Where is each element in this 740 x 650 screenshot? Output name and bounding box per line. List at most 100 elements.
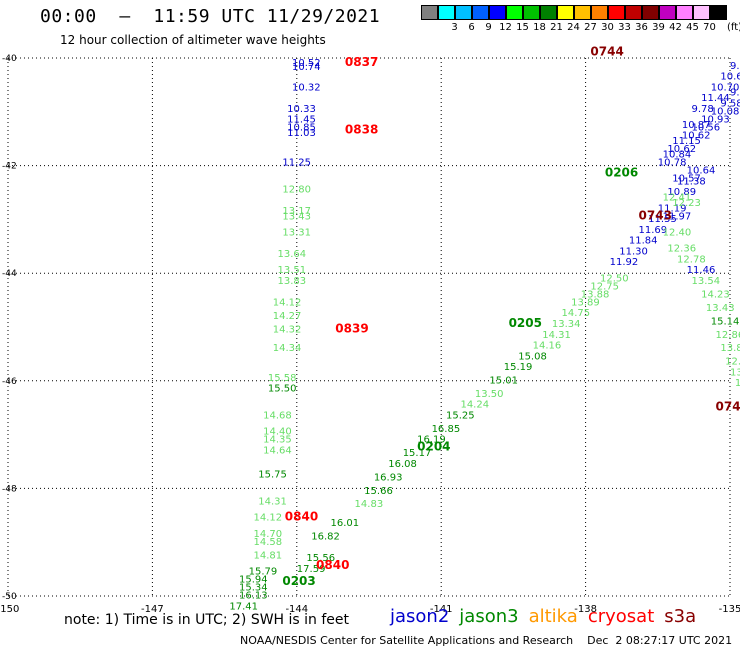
swh-value: 11.03 <box>287 128 316 139</box>
swh-value: 13.83 <box>278 276 307 287</box>
scale-swatch <box>472 5 489 20</box>
scale-swatch <box>591 5 608 20</box>
longitude-label: -150 <box>0 604 19 615</box>
swh-value: 14.70 <box>253 529 282 540</box>
legend-item-altika: altika <box>528 606 578 627</box>
swh-value: 15.50 <box>268 384 297 395</box>
pass-time-label: 0206 <box>605 165 638 179</box>
swh-value: 14.16 <box>533 341 562 352</box>
swh-value: 14.34 <box>273 343 302 354</box>
swh-value: 15.08 <box>518 351 547 362</box>
swh-value: 12.41 <box>663 193 692 204</box>
scale-swatch <box>693 5 710 20</box>
scale-swatch <box>540 5 557 20</box>
scale-label: 36 <box>635 22 648 33</box>
scale-label: 70 <box>703 22 716 33</box>
scale-swatch <box>523 5 540 20</box>
latitude-label: -50 <box>2 592 17 602</box>
scale-label: 15 <box>516 22 529 33</box>
swh-value: 13.51 <box>278 265 307 276</box>
scale-label: 33 <box>618 22 631 33</box>
scale-label: 6 <box>468 22 475 33</box>
swh-value: 10.56 <box>691 123 720 134</box>
scale-label: 39 <box>652 22 665 33</box>
swh-value: 14.64 <box>263 445 292 456</box>
swh-value: 14.58 <box>253 537 282 548</box>
scale-swatch <box>608 5 625 20</box>
swh-value: 11.19 <box>658 203 687 214</box>
pass-time-label: 0742 <box>716 399 740 413</box>
swh-value: 17.41 <box>229 601 258 612</box>
swh-value: 12.75 <box>590 281 619 292</box>
pass-time-label: 0838 <box>345 122 378 136</box>
swh-value: 10.93 <box>701 115 730 126</box>
swh-value: 11.45 <box>287 115 316 126</box>
swh-value: 13.17 <box>282 206 311 217</box>
swh-value: 11.97 <box>663 211 692 222</box>
swh-value: 10.68 <box>720 72 740 83</box>
swh-value: 15.01 <box>489 375 518 386</box>
pass-time-label: 0837 <box>345 55 378 69</box>
scale-label: 9 <box>485 22 492 33</box>
swh-value: 10.08 <box>711 106 740 117</box>
latitude-label: -42 <box>2 162 17 172</box>
swh-value: 12.80 <box>282 185 311 196</box>
swh-value: 13.64 <box>278 249 307 260</box>
swh-value: 12.78 <box>677 254 706 265</box>
scale-swatch <box>625 5 642 20</box>
latitude-label: -44 <box>2 269 17 279</box>
scale-label: 24 <box>567 22 580 33</box>
swh-value: 9.58 <box>720 98 740 109</box>
page-subtitle: 12 hour collection of altimeter wave hei… <box>60 33 326 47</box>
legend-item-cryosat: cryosat <box>587 606 655 627</box>
latitude-label: -46 <box>2 377 17 387</box>
swh-value: 10.78 <box>658 158 687 169</box>
swh-value: 13.34 <box>552 319 581 330</box>
credit-line: NOAA/NESDIS Center for Satellite Applica… <box>240 634 733 647</box>
swh-value: 15.19 <box>504 362 533 373</box>
swh-value: 15.56 <box>306 553 335 564</box>
scale-swatch <box>557 5 574 20</box>
scale-label: 27 <box>584 22 597 33</box>
swh-value: 10.52 <box>292 58 321 69</box>
scale-label: 21 <box>550 22 563 33</box>
swh-value: 13.50 <box>475 389 504 400</box>
swh-value: 13.31 <box>282 228 311 239</box>
swh-value: 13.85 <box>720 343 740 354</box>
legend-item-jason2: jason2 <box>390 606 450 627</box>
swh-value: 14.81 <box>253 550 282 561</box>
swh-value: 15.75 <box>258 470 287 481</box>
swh-value: 13.54 <box>691 276 720 287</box>
swh-value: 14.12 <box>273 297 302 308</box>
swh-value: 9.41 <box>730 88 740 99</box>
scale-label: 30 <box>601 22 614 33</box>
swh-value: 14.32 <box>273 324 302 335</box>
swh-value: 10.84 <box>663 150 692 161</box>
scale-unit: (ft) <box>727 22 740 33</box>
swh-value: 12.95 <box>725 357 740 368</box>
scale-label: 12 <box>499 22 512 33</box>
swh-value: 10.89 <box>667 187 696 198</box>
swh-value: 13.89 <box>571 297 600 308</box>
satellite-legend: jason2 jason3 altika cryosat s3a <box>390 606 706 627</box>
swh-value: 9.78 <box>691 104 713 115</box>
swh-value: 11.55 <box>648 214 677 225</box>
swh-value: 10.87 <box>682 120 711 131</box>
swh-value: 16.93 <box>374 472 403 483</box>
scale-swatch <box>676 5 693 20</box>
pass-time-label: 0840 <box>316 558 349 572</box>
swh-value: 11.38 <box>677 176 706 187</box>
swh-value: 12.40 <box>663 228 692 239</box>
pass-time-label: 0204 <box>417 440 450 454</box>
swh-value: 14.27 <box>273 311 302 322</box>
pass-time-label: 0205 <box>509 316 542 330</box>
swh-value: 15.14 <box>711 316 740 327</box>
swh-value: 9.65 <box>730 61 740 72</box>
swh-value: 11.84 <box>629 236 658 247</box>
swh-value: 14.24 <box>460 400 489 411</box>
legend-item-s3a: s3a <box>664 606 697 627</box>
pass-time-label: 0743 <box>639 208 672 222</box>
scale-swatch <box>421 5 438 20</box>
swh-value: 12.50 <box>600 273 629 284</box>
